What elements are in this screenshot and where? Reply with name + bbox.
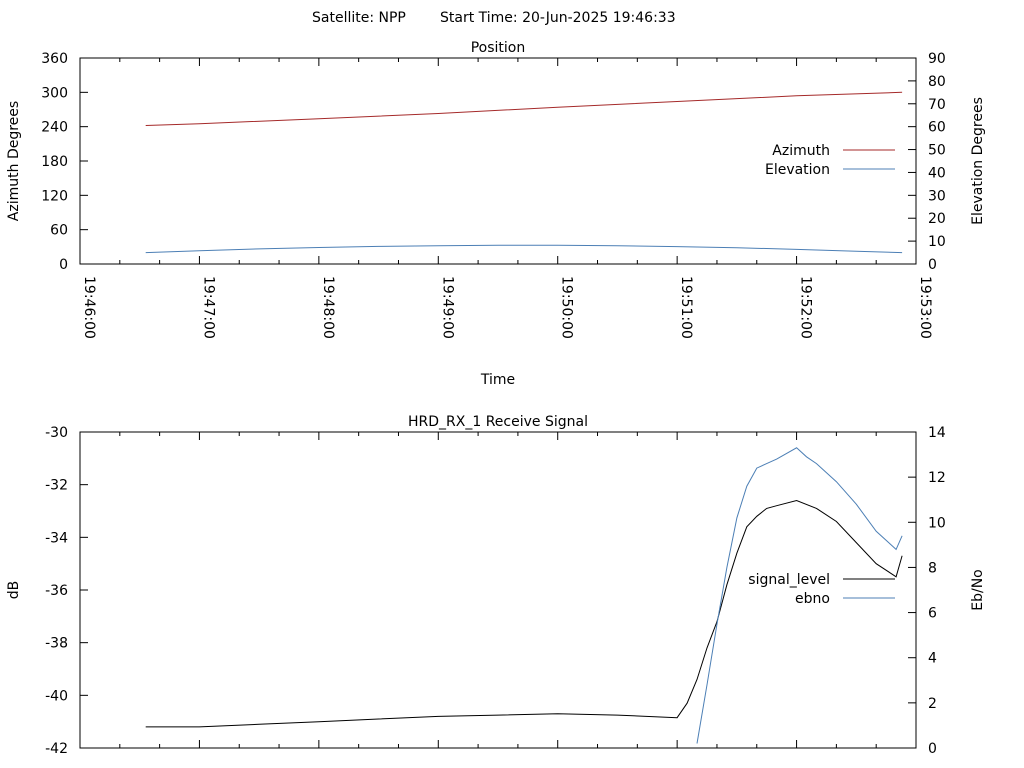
y-tick-label: 240	[41, 120, 68, 136]
y-tick-label: -42	[45, 741, 68, 757]
y-tick-label: 60	[50, 223, 68, 239]
y-axis-label: Azimuth Degrees	[6, 101, 22, 221]
series-line-ebno	[696, 447, 903, 744]
y2-tick-label: 70	[928, 97, 946, 113]
series-line-elevation	[145, 244, 903, 254]
y2-tick-label: 4	[928, 651, 937, 667]
y-tick-label: -32	[45, 478, 68, 494]
y2-tick-label: 40	[928, 165, 946, 181]
y2-tick-label: 12	[928, 470, 946, 486]
chart-title: HRD_RX_1 Receive Signal	[408, 414, 588, 430]
y2-tick-label: 50	[928, 143, 946, 159]
x-tick-label: 19:52:00	[798, 276, 814, 339]
y-axis-label: dB	[6, 581, 22, 600]
y2-tick-label: 20	[928, 211, 946, 227]
y2-axis-label: Elevation Degrees	[970, 97, 986, 225]
y2-tick-label: 8	[928, 560, 937, 576]
legend-label: ebno	[795, 591, 830, 607]
y2-tick-label: 10	[928, 234, 946, 250]
x-tick-label: 19:49:00	[439, 276, 455, 339]
y2-tick-label: 6	[928, 606, 937, 622]
x-tick-label: 19:51:00	[678, 276, 694, 339]
series-line-signal-level	[145, 499, 903, 728]
legend-label: Azimuth	[772, 143, 830, 159]
y-tick-label: 120	[41, 188, 68, 204]
y2-tick-label: 14	[928, 425, 946, 441]
y-tick-label: -38	[45, 636, 68, 652]
plot-frame	[79, 57, 917, 265]
y-tick-label: 180	[41, 154, 68, 170]
y2-tick-label: 0	[928, 257, 937, 273]
y2-tick-label: 80	[928, 74, 946, 90]
legend-label: Elevation	[765, 162, 830, 178]
legend-label: signal_level	[748, 572, 830, 588]
x-tick-label: 19:46:00	[81, 276, 97, 339]
y2-tick-label: 0	[928, 741, 937, 757]
y-tick-label: -36	[45, 583, 68, 599]
x-tick-label: 19:48:00	[320, 276, 336, 339]
y2-tick-label: 2	[928, 696, 937, 712]
satellite-label: Satellite: NPP	[312, 10, 406, 26]
y2-tick-label: 60	[928, 120, 946, 136]
position-chart: Position 19:46:00 19:47:00 19:48:00 19:49:00…	[6, 40, 986, 388]
start-time-label: Start Time: 20-Jun-2025 19:46:33	[440, 10, 676, 26]
x-tick-label: 19:50:00	[559, 276, 575, 339]
y-tick-label: -40	[45, 688, 68, 704]
y2-tick-label: 30	[928, 188, 946, 204]
y-tick-label: 0	[59, 257, 68, 273]
receive-signal-chart: HRD_RX_1 Receive Signal -42 -40 -38 -36 -34 -3…	[6, 414, 986, 757]
plot-frame	[79, 431, 917, 749]
y2-tick-label: 10	[928, 515, 946, 531]
y-tick-label: 360	[41, 51, 68, 67]
y-tick-label: 300	[41, 85, 68, 101]
x-tick-label: 19:47:00	[200, 276, 216, 339]
y-tick-label: -34	[45, 530, 68, 546]
y-tick-label: -30	[45, 425, 68, 441]
series-line-azimuth	[145, 91, 903, 126]
x-axis-label: Time	[480, 372, 515, 388]
chart-title: Position	[471, 40, 526, 56]
x-tick-label: 19:53:00	[917, 276, 933, 339]
y2-tick-label: 90	[928, 51, 946, 67]
y2-axis-label: Eb/No	[970, 569, 986, 611]
